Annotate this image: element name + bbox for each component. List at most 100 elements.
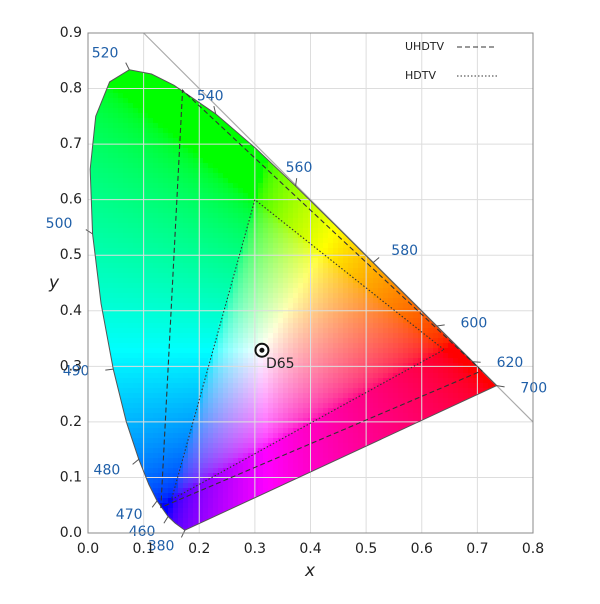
color-cell	[143, 158, 149, 164]
color-cell	[253, 243, 259, 249]
color-cell	[218, 458, 224, 464]
color-cell	[243, 438, 249, 444]
color-cell	[263, 358, 269, 364]
color-cell	[293, 108, 299, 114]
color-cell	[153, 338, 159, 344]
color-cell	[173, 53, 179, 59]
color-cell	[293, 78, 299, 84]
color-cell	[163, 248, 169, 254]
color-cell	[113, 158, 119, 164]
color-cell	[263, 218, 269, 224]
color-cell	[128, 323, 134, 329]
color-cell	[273, 98, 279, 104]
color-cell	[318, 73, 324, 79]
color-cell	[233, 78, 239, 84]
color-cell	[268, 98, 274, 104]
color-cell	[248, 428, 254, 434]
color-cell	[318, 93, 324, 99]
color-cell	[188, 458, 194, 464]
color-cell	[93, 183, 99, 189]
color-cell	[303, 128, 309, 134]
color-cell	[183, 143, 189, 149]
color-cell	[118, 63, 124, 69]
color-cell	[263, 463, 269, 469]
color-cell	[118, 153, 124, 159]
color-cell	[303, 298, 309, 304]
color-cell	[213, 468, 219, 474]
color-cell	[108, 408, 114, 414]
color-cell	[253, 283, 259, 289]
color-cell	[323, 228, 329, 234]
color-cell	[218, 333, 224, 339]
color-cell	[118, 363, 124, 369]
color-cell	[123, 438, 129, 444]
color-cell	[118, 48, 124, 54]
color-cell	[138, 488, 144, 494]
color-cell	[178, 423, 184, 429]
color-cell	[143, 298, 149, 304]
color-cell	[93, 83, 99, 89]
color-cell	[168, 353, 174, 359]
color-cell	[178, 238, 184, 244]
color-cell	[218, 223, 224, 229]
color-cell	[98, 238, 104, 244]
color-cell	[328, 228, 334, 234]
color-cell	[178, 288, 184, 294]
color-cell	[168, 273, 174, 279]
color-cell	[193, 393, 199, 399]
color-cell	[278, 433, 284, 439]
color-cell	[293, 198, 299, 204]
color-cell	[328, 523, 334, 529]
color-cell	[323, 343, 329, 349]
color-cell	[213, 418, 219, 424]
color-cell	[138, 303, 144, 309]
color-cell	[323, 358, 329, 364]
color-cell	[328, 368, 334, 374]
color-cell	[283, 463, 289, 469]
color-cell	[173, 133, 179, 139]
color-cell	[158, 113, 164, 119]
color-cell	[208, 193, 214, 199]
color-cell	[318, 513, 324, 519]
color-cell	[163, 153, 169, 159]
color-cell	[238, 183, 244, 189]
color-cell	[243, 43, 249, 49]
color-cell	[118, 158, 124, 164]
color-cell	[178, 453, 184, 459]
color-cell	[333, 353, 339, 359]
color-cell	[108, 403, 114, 409]
color-cell	[328, 133, 334, 139]
color-cell	[223, 188, 229, 194]
color-cell	[203, 323, 209, 329]
color-cell	[173, 93, 179, 99]
color-cell	[318, 258, 324, 264]
color-cell	[103, 73, 109, 79]
color-cell	[203, 393, 209, 399]
color-cell	[98, 263, 104, 269]
color-cell	[138, 43, 144, 49]
color-cell	[273, 323, 279, 329]
color-cell	[243, 523, 249, 529]
color-cell	[103, 108, 109, 114]
color-cell	[93, 518, 99, 524]
color-cell	[90, 128, 94, 134]
color-cell	[208, 293, 214, 299]
color-cell	[163, 468, 169, 474]
color-cell	[133, 358, 139, 364]
color-cell	[283, 38, 289, 44]
color-cell	[228, 278, 234, 284]
color-cell	[218, 483, 224, 489]
color-cell	[118, 128, 124, 134]
color-cell	[233, 428, 239, 434]
color-cell	[318, 338, 324, 344]
color-cell	[218, 183, 224, 189]
color-cell	[193, 183, 199, 189]
color-cell	[183, 303, 189, 309]
color-cell	[143, 258, 149, 264]
color-cell	[188, 408, 194, 414]
color-cell	[268, 453, 274, 459]
color-cell	[293, 313, 299, 319]
color-cell	[293, 418, 299, 424]
color-cell	[173, 248, 179, 254]
color-cell	[213, 208, 219, 214]
